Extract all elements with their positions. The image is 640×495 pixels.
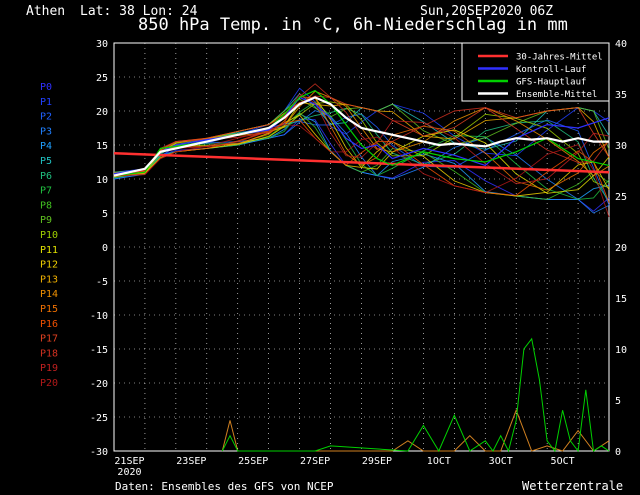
member-label: P6 — [40, 171, 52, 182]
member-labels: P0 P1 P2 P3 P4 P5 P6 P7 P8 P9 P10 P11 P12 P13 P14 P15 P1… — [40, 82, 58, 389]
ensemble-mean-line — [113, 96, 609, 177]
left-tick-label: -15 — [90, 345, 108, 356]
legend-label: Ensemble-Mittel — [516, 90, 597, 100]
legend-label: 30-Jahres-Mittel — [516, 53, 603, 63]
member-label: P0 — [40, 82, 52, 93]
member-label: P17 — [40, 334, 58, 345]
left-tick-label: 20 — [96, 107, 108, 118]
x-axis: 21SEP 23SEP 25SEP 27SEP 29SEP 1OCT 3OCT 5OCT 202… — [114, 456, 574, 478]
right-tick-label: 15 — [615, 294, 627, 305]
member-lines — [113, 83, 610, 218]
footer-source: Daten: Ensembles des GFS von NCEP — [115, 480, 334, 493]
member-line — [113, 96, 610, 191]
left-tick-label: 25 — [96, 73, 108, 84]
right-axis: 0 5 10 15 20 25 30 35 40 — [615, 39, 627, 458]
left-tick-label: 30 — [96, 39, 108, 50]
right-tick-label: 40 — [615, 39, 627, 50]
legend-label: GFS-Hauptlauf — [516, 78, 586, 88]
member-label: P8 — [40, 200, 52, 211]
member-label: P12 — [40, 260, 58, 271]
right-tick-label: 0 — [615, 447, 621, 458]
x-tick-label: 25SEP — [238, 456, 268, 467]
member-label: P3 — [40, 126, 52, 137]
control-run-line — [113, 96, 610, 175]
series-lines — [113, 89, 610, 453]
x-tick-year: 2020 — [117, 467, 141, 478]
right-tick-label: 5 — [615, 396, 621, 407]
left-tick-label: 15 — [96, 141, 108, 152]
precip-members-line — [221, 408, 610, 452]
left-tick-label: -30 — [90, 447, 108, 458]
member-label: P11 — [40, 245, 58, 256]
legend-label: Kontroll-Lauf — [516, 65, 586, 75]
member-line — [113, 93, 610, 185]
member-label: P19 — [40, 363, 58, 374]
left-tick-label: 5 — [102, 209, 108, 220]
grid — [114, 43, 609, 451]
x-tick-label: 1OCT — [427, 456, 451, 467]
run-datetime: Sun,20SEP2020 06Z — [420, 4, 553, 19]
member-line — [113, 83, 610, 177]
left-axis: -30 -25 -20 -15 -10 -5 0 5 10 15 20 25 30 — [90, 39, 108, 458]
member-label: P10 — [40, 230, 58, 241]
left-tick-label: -5 — [96, 277, 108, 288]
coords-label: Lat: 38 Lon: 24 — [80, 4, 198, 19]
member-label: P18 — [40, 348, 58, 359]
x-tick-label: 3OCT — [489, 456, 513, 467]
right-tick-label: 10 — [615, 345, 627, 356]
member-label: P1 — [40, 97, 52, 108]
member-label: P2 — [40, 112, 52, 123]
footer-brand: Wetterzentrale — [522, 479, 623, 493]
member-label: P15 — [40, 304, 58, 315]
right-tick-label: 35 — [615, 90, 627, 101]
member-label: P5 — [40, 156, 52, 167]
chart-title: 850 hPa Temp. in °C, 6h-Niederschlag in … — [138, 15, 568, 35]
member-label: P16 — [40, 319, 58, 330]
x-tick-label: 29SEP — [362, 456, 392, 467]
precip-gfs-line — [221, 337, 610, 453]
member-label: P20 — [40, 378, 58, 389]
member-label: P4 — [40, 141, 52, 152]
left-tick-label: -10 — [90, 311, 108, 322]
left-tick-label: -25 — [90, 413, 108, 424]
member-label: P13 — [40, 274, 58, 285]
location-label: Athen — [26, 4, 65, 19]
x-tick-label: 27SEP — [300, 456, 330, 467]
right-tick-label: 30 — [615, 141, 627, 152]
member-label: P14 — [40, 289, 58, 300]
right-tick-label: 20 — [615, 243, 627, 254]
member-line — [113, 95, 610, 175]
x-tick-label: 21SEP — [114, 456, 144, 467]
member-label: P9 — [40, 215, 52, 226]
left-tick-label: 0 — [102, 243, 108, 254]
member-label: P7 — [40, 186, 52, 197]
left-tick-label: 10 — [96, 175, 108, 186]
legend: 30-Jahres-Mittel Kontroll-Lauf GFS-Hauptla… — [461, 42, 610, 102]
member-line — [113, 119, 610, 203]
x-tick-label: 5OCT — [551, 456, 575, 467]
x-tick-label: 23SEP — [176, 456, 206, 467]
member-line — [113, 96, 610, 194]
climate-mean-line — [113, 151, 610, 174]
right-tick-label: 25 — [615, 192, 627, 203]
left-tick-label: -20 — [90, 379, 108, 390]
